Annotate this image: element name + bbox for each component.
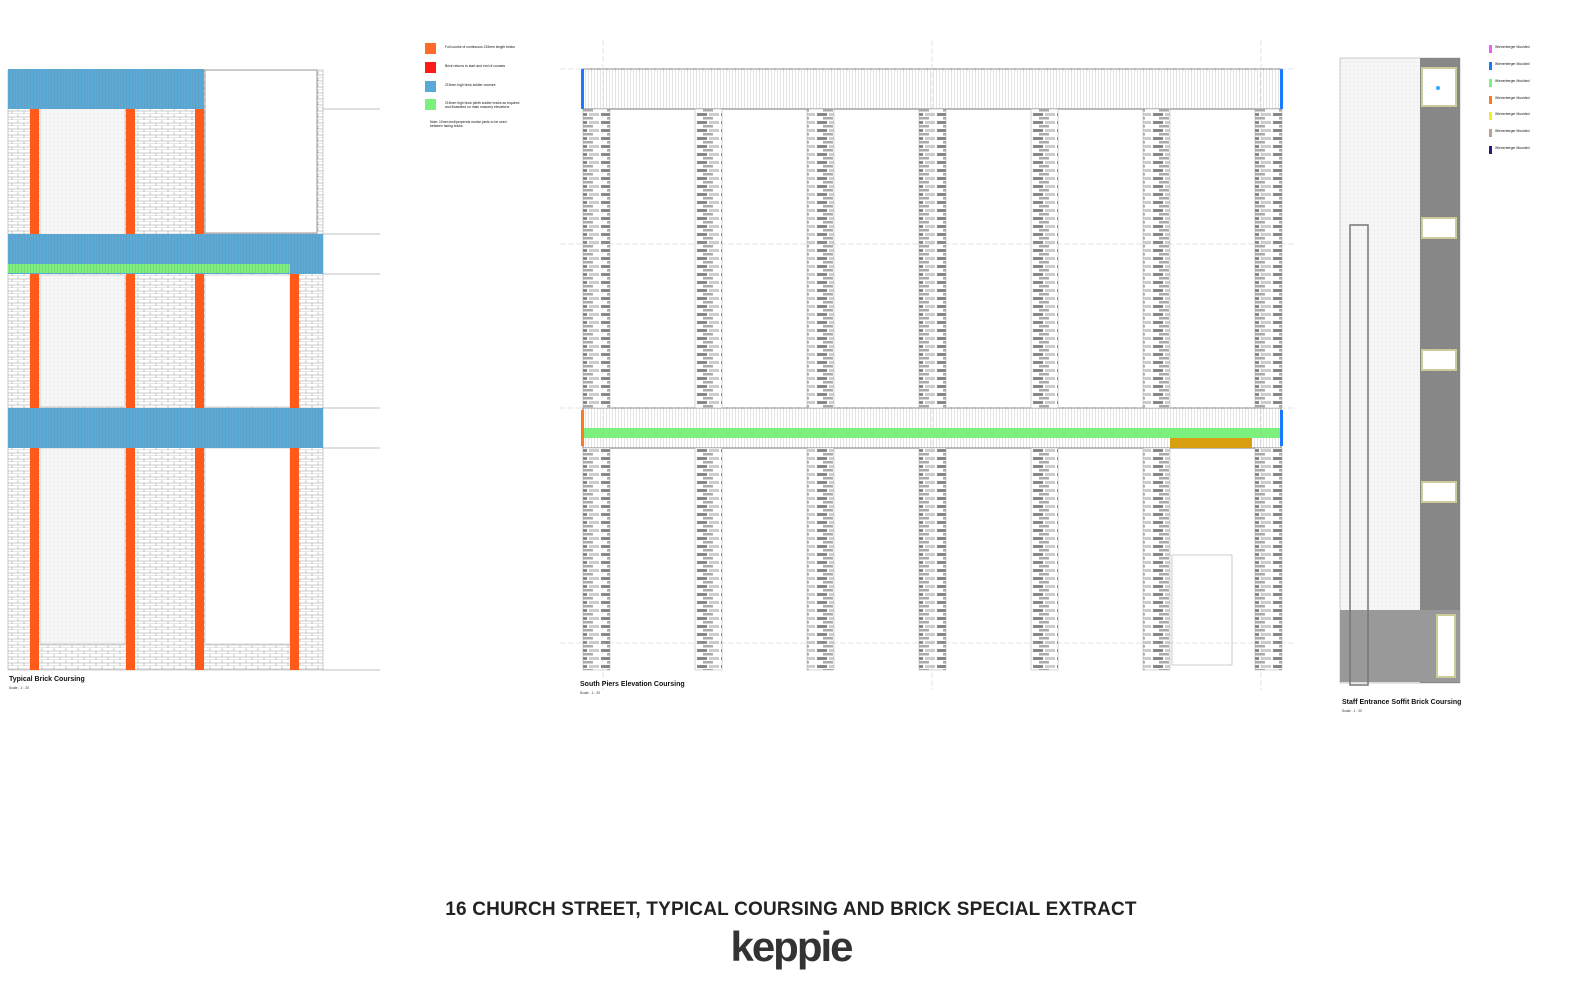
- staff-entrance-soffit-drawing: [1339, 57, 1461, 686]
- legend-item-text: 215mm high brick soldier courses: [445, 83, 496, 87]
- drawing-scale: Scale - 1 : 20: [9, 686, 29, 690]
- legend-swatch: [1489, 45, 1492, 53]
- legend-swatch: [1489, 112, 1492, 120]
- sheet-title: 16 CHURCH STREET, TYPICAL COURSING AND B…: [445, 899, 1137, 920]
- legend-item-text: Brick returns to start and end of course…: [445, 64, 506, 68]
- typical-brick-coursing-drawing: [7, 69, 380, 671]
- legend-note: Note: 10mm bed/perpends mortar joints to…: [430, 120, 507, 128]
- legend-item-text: Wienerberger Moulded: [1495, 146, 1530, 150]
- legend-item-text: Wienerberger Moulded: [1495, 96, 1530, 100]
- legend-swatch: [1489, 146, 1492, 154]
- legend-swatch: [425, 81, 436, 92]
- drawing-title: Staff Entrance Soffit Brick Coursing: [1342, 699, 1462, 706]
- drawing-scale: Scale - 1 : 20: [580, 691, 600, 695]
- legend-swatch: [425, 62, 436, 73]
- legend-swatch: [1489, 96, 1492, 104]
- legend-left: Full course of continuous 215mm length b…: [425, 40, 525, 140]
- legend-swatch: [1489, 79, 1492, 87]
- legend-item-text: Wienerberger Moulded: [1495, 129, 1530, 133]
- legend-item-text: Wienerberger Moulded: [1495, 79, 1530, 83]
- keppie-logo: keppie: [730, 923, 853, 970]
- legend-swatch: [425, 99, 436, 110]
- drawing-title: South Piers Elevation Coursing: [580, 681, 685, 688]
- drawing-scale: Scale - 1 : 20: [1342, 709, 1362, 713]
- drawing-title: Typical Brick Coursing: [9, 676, 85, 683]
- legend-item-text: 215mm high brick plinth soldier bricks a…: [445, 101, 520, 109]
- legend-item-text: Wienerberger Moulded: [1495, 112, 1530, 116]
- legend-item-text: Full course of continuous 215mm length b…: [445, 45, 515, 49]
- legend-swatch: [425, 43, 436, 54]
- legend-swatch: [1489, 129, 1492, 137]
- legend-swatch: [1489, 62, 1492, 70]
- south-piers-elevation-drawing: [560, 40, 1295, 690]
- legend-item-text: Wienerberger Moulded: [1495, 45, 1530, 49]
- legend-item-text: Wienerberger Moulded: [1495, 62, 1530, 66]
